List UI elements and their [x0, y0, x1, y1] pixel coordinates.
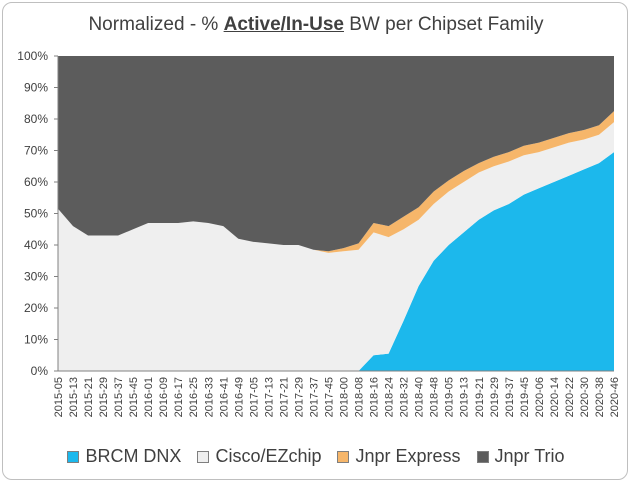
x-tick-label: 2018-24 — [384, 377, 396, 417]
x-tick-label: 2017-37 — [308, 377, 320, 417]
x-tick-label: 2018-16 — [369, 377, 381, 417]
legend-swatch — [67, 450, 80, 463]
x-tick-label: 2018-08 — [354, 377, 366, 417]
legend-label: Jnpr Express — [355, 446, 461, 466]
x-tick-label: 2020-46 — [609, 377, 621, 417]
x-tick-label: 2015-45 — [128, 377, 140, 417]
area-series-brcm-dnx — [58, 152, 614, 371]
x-tick-label: 2016-17 — [173, 377, 185, 417]
chart-title-emphasis: Active/In-Use — [223, 14, 344, 35]
x-tick-label: 2017-45 — [323, 377, 335, 417]
legend-item: Jnpr Express — [337, 446, 461, 467]
x-tick-label: 2020-38 — [594, 377, 606, 417]
x-axis-tick-labels: 2015-05 2015-13 2015-21 2015-29 2015-37 2015-… — [53, 377, 621, 417]
area-series-cisco-ezchip — [58, 122, 614, 372]
x-tick-label: 2016-49 — [233, 377, 245, 417]
x-tick-label: 2018-00 — [339, 377, 351, 417]
y-axis-tick-labels: 0% 10% 20% 30% 40% 50% 60% 70% 80% 90% 100% — [17, 49, 48, 378]
legend-label: Jnpr Trio — [494, 446, 565, 466]
y-tick-label: 90% — [24, 81, 48, 95]
x-tick-label: 2019-29 — [489, 377, 501, 417]
legend-swatch — [476, 450, 489, 463]
y-tick-label: 60% — [24, 175, 48, 189]
y-tick-label: 80% — [24, 112, 48, 126]
x-tick-label: 2019-45 — [519, 377, 531, 417]
legend-item: Jnpr Trio — [476, 446, 565, 467]
chart-title-prefix: Normalized - % — [88, 14, 224, 35]
x-tick-label: 2016-09 — [158, 377, 170, 417]
x-tick-label: 2015-29 — [98, 377, 110, 417]
x-tick-label: 2016-33 — [203, 377, 215, 417]
x-tick-label: 2017-29 — [293, 377, 305, 417]
x-tick-label: 2016-41 — [218, 377, 230, 417]
x-tick-label: 2020-22 — [564, 377, 576, 417]
y-tick-label: 50% — [24, 207, 48, 221]
x-tick-label: 2019-21 — [474, 377, 486, 417]
x-tick-label: 2018-40 — [414, 377, 426, 417]
legend-label: Cisco/EZchip — [215, 446, 322, 466]
x-tick-label: 2016-01 — [143, 377, 155, 417]
chart-title-suffix: BW per Chipset Family — [343, 14, 544, 35]
y-tick-label: 30% — [24, 270, 48, 284]
chart-legend: BRCM DNX Cisco/EZchip Jnpr Express Jnpr Tri… — [0, 446, 632, 467]
x-tick-label: 2019-13 — [459, 377, 471, 417]
legend-item: BRCM DNX — [67, 446, 181, 467]
x-tick-label: 2015-13 — [68, 377, 80, 417]
x-tick-label: 2019-37 — [504, 377, 516, 417]
x-tick-label: 2020-06 — [534, 377, 546, 417]
y-tick-label: 70% — [24, 144, 48, 158]
x-tick-label: 2020-14 — [549, 377, 561, 417]
x-tick-label: 2020-30 — [579, 377, 591, 417]
legend-label: BRCM DNX — [85, 446, 182, 466]
x-tick-label: 2015-37 — [113, 377, 125, 417]
chart-title: Normalized - % Active/In-Use BW per Chip… — [0, 14, 632, 36]
x-tick-label: 2019-05 — [444, 377, 456, 417]
x-tick-label: 2015-21 — [83, 377, 95, 417]
legend-swatch — [197, 450, 210, 463]
y-tick-label: 10% — [24, 333, 48, 347]
x-tick-label: 2018-32 — [399, 377, 411, 417]
y-tick-label: 40% — [24, 238, 48, 252]
axes — [54, 55, 614, 372]
area-series-jnpr-trio — [58, 56, 614, 252]
y-tick-label: 20% — [24, 301, 48, 315]
legend-item: Cisco/EZchip — [197, 446, 321, 467]
x-tick-label: 2015-05 — [53, 377, 65, 417]
x-tick-label: 2018-48 — [429, 377, 441, 417]
series-areas — [58, 56, 614, 372]
x-tick-label: 2017-13 — [263, 377, 275, 417]
y-tick-label: 100% — [17, 49, 48, 63]
y-tick-label: 0% — [31, 364, 49, 378]
x-tick-label: 2017-21 — [278, 377, 290, 417]
x-tick-label: 2016-25 — [188, 377, 200, 417]
x-tick-label: 2017-05 — [248, 377, 260, 417]
legend-swatch — [337, 450, 350, 463]
